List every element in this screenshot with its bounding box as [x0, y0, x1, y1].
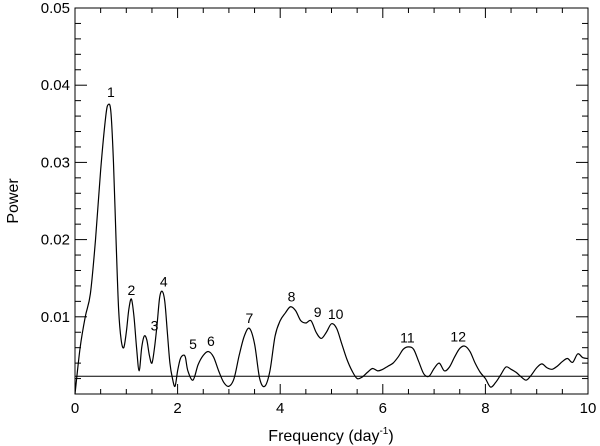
peak-label: 12	[450, 329, 466, 345]
peak-label: 4	[160, 274, 168, 290]
peak-label: 6	[207, 333, 215, 349]
peak-label: 10	[328, 306, 344, 322]
peak-label: 3	[151, 318, 159, 334]
x-axis-title-main: Frequency (day	[268, 428, 379, 445]
y-tick-label: 0.05	[41, 0, 70, 17]
x-tick-label: 10	[580, 400, 597, 417]
peak-label: 2	[128, 282, 136, 298]
power-curve	[74, 103, 589, 395]
x-tick-label: 6	[379, 400, 387, 417]
x-axis-title-close: )	[388, 428, 393, 445]
x-tick-label: 4	[276, 400, 284, 417]
y-tick-label: 0.03	[41, 154, 70, 171]
peak-label: 9	[314, 304, 322, 320]
y-tick-label: 0.04	[41, 77, 70, 94]
peak-label: 8	[288, 288, 296, 304]
peak-label: 7	[246, 310, 254, 326]
y-tick-label: 0.02	[41, 232, 70, 249]
x-tick-label: 2	[173, 400, 181, 417]
x-tick-label: 8	[481, 400, 489, 417]
x-axis-title: Frequency (day-1)	[268, 426, 393, 445]
axis-ticks	[74, 7, 589, 395]
plot-frame	[74, 7, 589, 395]
x-axis-title-superscript: -1	[379, 426, 388, 437]
peak-label: 1	[107, 84, 115, 100]
peak-label: 5	[189, 336, 197, 352]
axis-tick-labels: 0 2 4 6 8 10 0.01 0.02 0.03 0.04 0.05	[41, 0, 597, 417]
x-tick-label: 0	[71, 400, 79, 417]
y-axis-title: Power	[5, 178, 22, 224]
peak-label: 11	[400, 329, 415, 345]
y-tick-label: 0.01	[41, 309, 70, 326]
